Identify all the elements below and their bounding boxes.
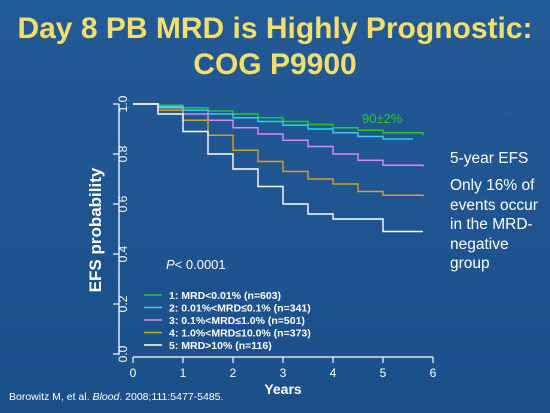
five-year-efs-label: 5-year EFS [450,150,529,167]
p-value-annotation: P< 0.0001 [166,257,226,272]
legend-entry: 2: 0.01%<MRD≤0.1% (n=341) [169,303,311,315]
legend-entry: 3: 0.1%<MRD≤1.0% (n=501) [169,315,305,327]
x-axis-label: Years [264,381,302,397]
y-tick-label: 0.4 [116,245,130,262]
x-tick-label: 4 [330,366,337,380]
y-tick-label: 1.0 [116,95,130,112]
y-tick-label: 0.0 [116,345,130,362]
efs-curve-series-5 [133,103,423,233]
x-tick-label: 5 [380,366,387,380]
legend-entry: 5: MRD>10% (n=116) [169,340,272,352]
y-tick-label: 0.6 [116,195,130,212]
x-tick-label: 1 [180,366,187,380]
y-tick-label: 0.2 [116,295,130,312]
x-tick-label: 2 [230,366,237,380]
efs-90-annotation: 90±2% [362,111,403,126]
x-tick-label: 3 [280,366,287,380]
x-tick-label: 6 [430,366,437,380]
y-tick-label: 0.8 [116,145,130,162]
events-note: Only 16% of events occur in the MRD-nega… [450,177,538,272]
x-tick-label: 0 [130,366,137,380]
slide-title-line-2: COG P9900 [193,48,357,81]
legend-entry: 4: 1.0%<MRD≤10.0% (n=373) [169,328,311,340]
citation: Borowitz M, et al. Blood. 2008;111:5477-… [9,391,224,403]
y-axis-label: EFS probability [86,167,105,292]
slide-title-line-1: Day 8 PB MRD is Highly Prognostic: [17,12,533,45]
legend-entry: 1: MRD<0.01% (n=603) [169,290,281,302]
